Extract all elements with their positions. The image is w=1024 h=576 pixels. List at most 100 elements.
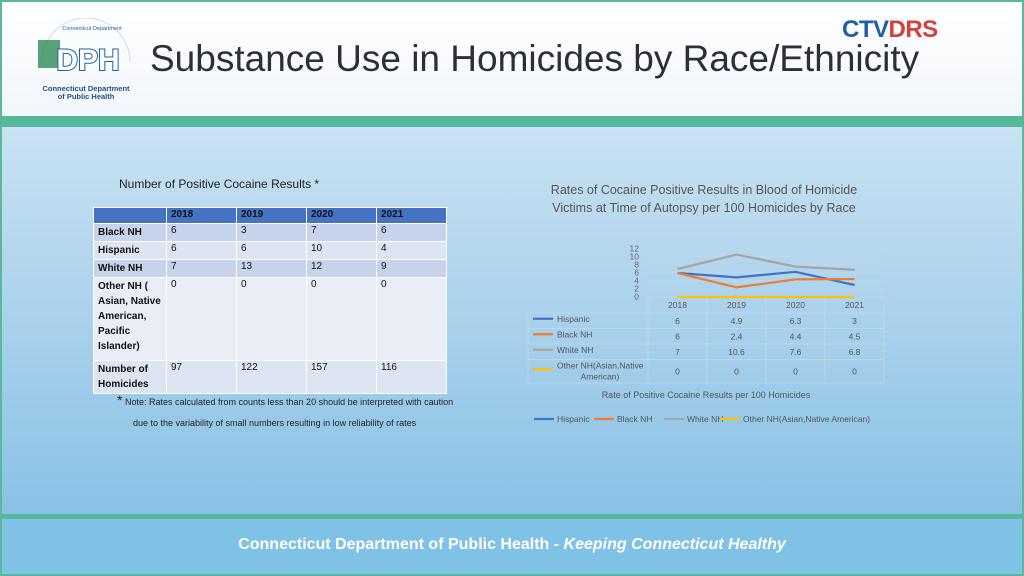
y-tick-label: 8 <box>634 260 639 270</box>
table-cell: 7 <box>306 223 377 242</box>
data-label: 7.6 <box>790 347 802 357</box>
header-divider <box>0 116 1024 127</box>
table-cell: 7 <box>166 259 237 278</box>
series-line-white-nh <box>677 253 855 271</box>
table-header-2019: 2019 <box>236 207 307 224</box>
series-label: Hispanic <box>557 314 590 324</box>
svg-text:DPH: DPH <box>56 44 119 77</box>
footer-org: Connecticut Department of Public Health <box>238 536 550 553</box>
table-header-2018: 2018 <box>166 207 237 224</box>
table-cell: 157 <box>306 360 377 394</box>
series-label: American) <box>581 371 620 381</box>
x-tick-label: 2021 <box>845 300 864 310</box>
ctvdrs-logo: CTVDRS <box>842 16 938 44</box>
data-label: 6.3 <box>790 316 802 326</box>
table-cell: 97 <box>166 360 237 394</box>
page-title: Substance Use in Homicides by Race/Ethni… <box>150 38 920 79</box>
table-cell: 3 <box>236 223 307 242</box>
data-label: 6 <box>675 331 680 341</box>
footer-text: Connecticut Department of Public Health … <box>0 536 1024 554</box>
table-cell: 6 <box>376 223 447 242</box>
legend-label: Black NH <box>617 414 652 424</box>
dph-logo-caption: Connecticut Department of Public Health <box>36 85 136 101</box>
data-label: 7 <box>675 347 680 357</box>
row-label: Black NH <box>93 223 167 242</box>
table-title: Number of Positive Cocaine Results * <box>119 177 320 191</box>
x-axis-title: Rate of Positive Cocaine Results per 100… <box>602 390 811 400</box>
data-label: 4.4 <box>790 331 802 341</box>
note-line-1: Note: Rates calculated from counts less … <box>124 397 454 407</box>
series-label: White NH <box>557 345 593 355</box>
cocaine-results-table: 2018 2019 2020 2021 Black NH 6 3 7 6 His… <box>93 207 447 394</box>
table-header-2021: 2021 <box>376 207 447 224</box>
table-row: Black NH 6 3 7 6 <box>93 223 447 242</box>
data-label: 0 <box>852 366 857 376</box>
table-row: Other NH ( Asian, Native American, Pacif… <box>93 277 447 361</box>
data-label: 2.4 <box>731 331 743 341</box>
data-label: 4.9 <box>731 316 743 326</box>
table-cell: 0 <box>376 277 447 361</box>
table-cell: 0 <box>306 277 377 361</box>
row-label: Other NH ( Asian, Native American, Pacif… <box>93 277 167 361</box>
logo-caption-line2: of Public Health <box>57 92 115 101</box>
note-line-2: due to the variability of small numbers … <box>133 418 417 428</box>
dph-logo: DPH Connecticut Department <box>38 18 131 78</box>
table-header-row: 2018 2019 2020 2021 <box>93 207 447 224</box>
y-tick-label: 4 <box>634 276 639 286</box>
data-label: 10.6 <box>728 347 745 357</box>
data-label: 4.5 <box>849 331 861 341</box>
y-tick-label: 12 <box>630 244 640 254</box>
table-cell: 0 <box>236 277 307 361</box>
footer-separator: - <box>549 536 564 553</box>
table-header-2020: 2020 <box>306 207 377 224</box>
table-cell: 6 <box>166 223 237 242</box>
x-tick-label: 2018 <box>668 300 687 310</box>
table-row: Number of Homicides 97 122 157 116 <box>93 360 447 394</box>
legend-label: Hispanic <box>557 414 590 424</box>
series-label: Other NH(Asian,Native <box>557 360 644 370</box>
x-tick-label: 2020 <box>786 300 805 310</box>
chart-title: Rates of Cocaine Positive Results in Blo… <box>550 183 858 215</box>
table-cell: 9 <box>376 259 447 278</box>
table-cell: 12 <box>306 259 377 278</box>
row-label: White NH <box>93 259 167 278</box>
table-cell: 10 <box>306 241 377 260</box>
y-tick-label: 6 <box>634 268 639 278</box>
header-band <box>0 0 1024 116</box>
table-header-corner <box>93 207 167 224</box>
y-tick-label: 10 <box>630 252 640 262</box>
footer-band <box>0 519 1024 576</box>
ctvdrs-logo-ct: CTV <box>842 16 889 43</box>
x-tick-label: 2019 <box>727 300 746 310</box>
series-label: Black NH <box>557 329 592 339</box>
table-cell: 122 <box>236 360 307 394</box>
row-label: Number of Homicides <box>93 360 167 394</box>
table-cell: 116 <box>376 360 447 394</box>
svg-text:Connecticut Department: Connecticut Department <box>62 26 122 32</box>
y-tick-label: 2 <box>634 284 639 294</box>
note-asterisk: * <box>117 392 123 408</box>
data-label: 6.8 <box>849 347 861 357</box>
table-cell: 13 <box>236 259 307 278</box>
ctvdrs-logo-drs: DRS <box>888 16 939 43</box>
table-cell: 6 <box>236 241 307 260</box>
table-cell: 4 <box>376 241 447 260</box>
footer-divider <box>0 514 1024 519</box>
data-label: 3 <box>852 316 857 326</box>
y-tick-label: 0 <box>634 292 639 302</box>
table-cell: 0 <box>166 277 237 361</box>
legend-label: Other NH(Asian,Native American) <box>743 414 870 424</box>
series-line-black-nh <box>677 271 855 289</box>
logo-caption-line1: Connecticut Department <box>42 84 130 93</box>
legend-label: White NH <box>687 414 723 424</box>
table-row: White NH 7 13 12 9 <box>93 259 447 278</box>
data-label: 6 <box>675 316 680 326</box>
table-note: * Note: Rates calculated from counts les… <box>117 392 453 408</box>
footer-tagline: Keeping Connecticut Healthy <box>563 536 786 553</box>
table-cell: 6 <box>166 241 237 260</box>
table-row: Hispanic 6 6 10 4 <box>93 241 447 260</box>
data-label: 0 <box>793 366 798 376</box>
data-label: 0 <box>675 366 680 376</box>
row-label: Hispanic <box>93 241 167 260</box>
